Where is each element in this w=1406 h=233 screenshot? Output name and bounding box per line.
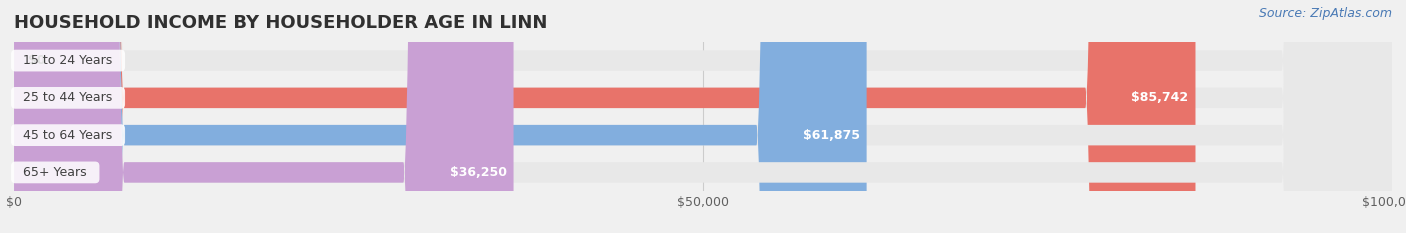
Text: 65+ Years: 65+ Years	[15, 166, 96, 179]
Text: $85,742: $85,742	[1132, 91, 1188, 104]
Text: 25 to 44 Years: 25 to 44 Years	[15, 91, 121, 104]
Text: $36,250: $36,250	[450, 166, 506, 179]
Text: HOUSEHOLD INCOME BY HOUSEHOLDER AGE IN LINN: HOUSEHOLD INCOME BY HOUSEHOLDER AGE IN L…	[14, 14, 547, 32]
FancyBboxPatch shape	[14, 0, 1392, 233]
Text: $61,875: $61,875	[803, 129, 859, 142]
FancyBboxPatch shape	[14, 0, 1195, 233]
Text: Source: ZipAtlas.com: Source: ZipAtlas.com	[1258, 7, 1392, 20]
Text: 45 to 64 Years: 45 to 64 Years	[15, 129, 121, 142]
FancyBboxPatch shape	[14, 0, 1392, 233]
FancyBboxPatch shape	[14, 0, 513, 233]
Text: 15 to 24 Years: 15 to 24 Years	[15, 54, 121, 67]
FancyBboxPatch shape	[14, 0, 866, 233]
FancyBboxPatch shape	[14, 0, 1392, 233]
Text: $0: $0	[28, 54, 45, 67]
FancyBboxPatch shape	[14, 0, 1392, 233]
